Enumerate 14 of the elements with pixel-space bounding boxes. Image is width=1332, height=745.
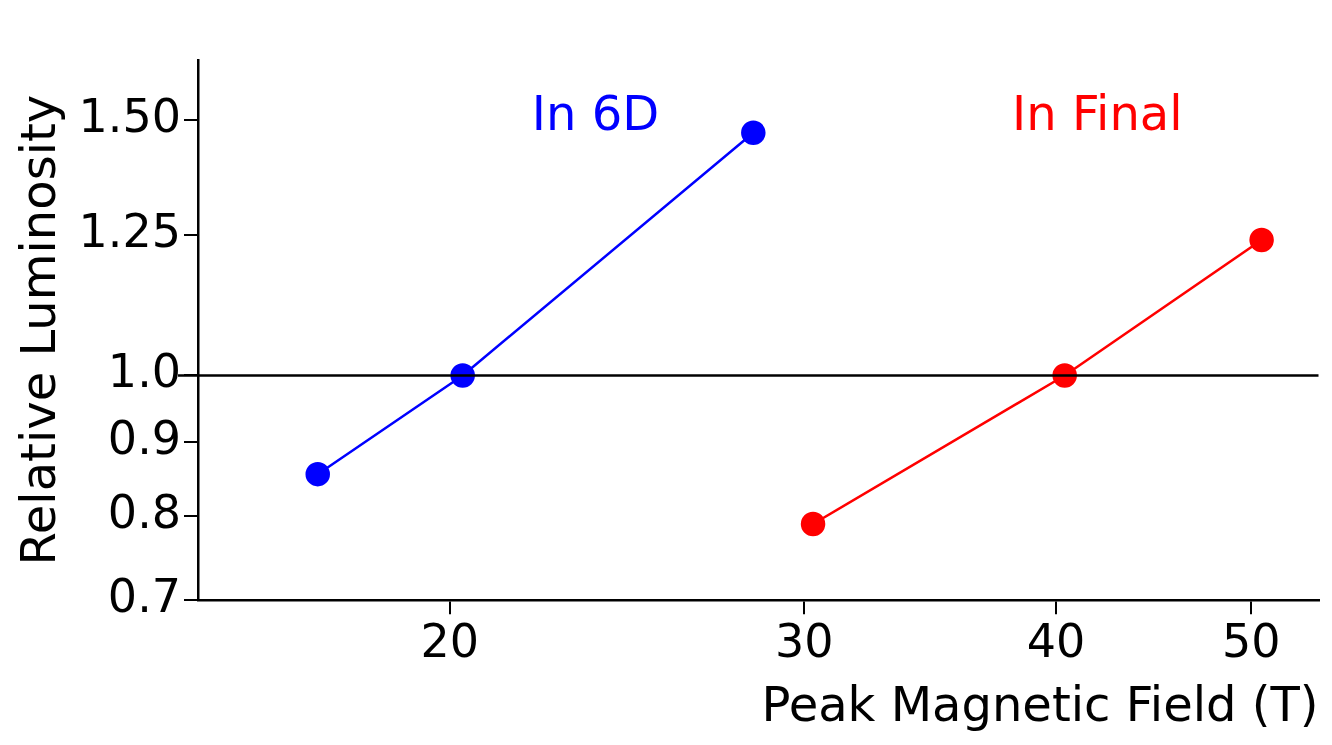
y-tick-label: 1.50 (78, 89, 182, 143)
x-tick-label: 30 (775, 613, 834, 668)
y-tick-label: 0.8 (107, 485, 182, 540)
y-tick-label: 0.9 (107, 410, 182, 465)
y-tick-label: 1.25 (78, 203, 182, 258)
x-tick-label: 50 (1221, 613, 1281, 668)
x-axis-title: Peak Magnetic Field (T) (761, 675, 1319, 732)
x-tick-label: 40 (1026, 613, 1086, 668)
y-tick-label: 1.0 (107, 344, 182, 399)
series-label: In 6D (531, 85, 660, 142)
text: In Final (1012, 85, 1183, 142)
x-tick-label: 20 (420, 613, 479, 668)
y-axis-title: Relative Luminosity (10, 94, 67, 566)
y-tick-label: 0.7 (107, 569, 182, 624)
